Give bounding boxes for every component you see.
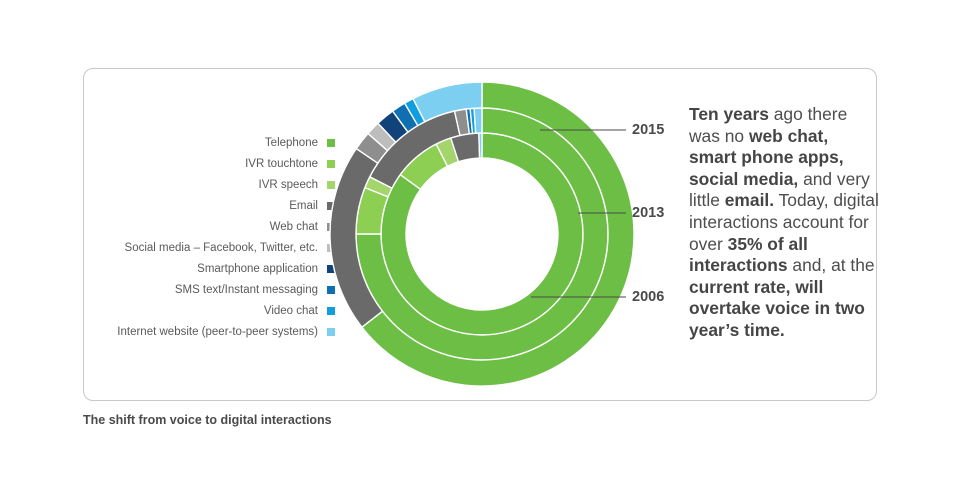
legend-label: Telephone (264, 136, 318, 149)
legend-item: IVR touchtone (95, 153, 335, 174)
ring-label-2006: 2006 (632, 289, 665, 305)
chart-caption: The shift from voice to digital interact… (83, 413, 332, 427)
legend-label: IVR touchtone (245, 157, 318, 170)
paragraph-emphasis: Ten years (689, 104, 769, 124)
legend-item: Email (95, 195, 335, 216)
legend-label: Email (289, 199, 318, 212)
legend-swatch (327, 328, 335, 337)
chart-frame (83, 68, 877, 401)
legend-swatch (327, 265, 335, 274)
legend-label: Video chat (263, 305, 318, 318)
legend-swatch (327, 159, 335, 168)
legend-label: Internet website (peer-to-peer systems) (117, 326, 318, 339)
ring-label-leaders (531, 129, 626, 298)
legend-label: SMS text/Instant messaging (174, 284, 318, 297)
paragraph-emphasis: 35% of all interactions (689, 233, 808, 276)
ring-label-2015: 2015 (632, 122, 665, 138)
paragraph-text: and very little (689, 168, 870, 211)
legend-item: Internet website (peer-to-peer systems) (95, 322, 335, 343)
paragraph-emphasis: email. (724, 190, 775, 211)
paragraph-text: and, at the (787, 255, 875, 276)
summary-paragraph: Ten years ago there was no web chat, sma… (689, 104, 879, 342)
legend-label: Smartphone application (197, 263, 318, 276)
legend-label: Web chat (269, 220, 318, 233)
legend-swatch (327, 138, 335, 147)
legend-item: Smartphone application (95, 259, 335, 280)
legend-item: SMS text/Instant messaging (95, 280, 335, 301)
legend-item: Telephone (95, 132, 335, 153)
slice-2015 (360, 81, 635, 387)
legend-swatch (327, 180, 335, 189)
legend-swatch (327, 201, 335, 210)
ring-label-2013: 2013 (632, 205, 665, 221)
legend-label: Social media – Facebook, Twitter, etc. (124, 242, 318, 255)
donut-rings (329, 81, 635, 387)
legend-label: IVR speech (258, 178, 318, 191)
slice-2013 (473, 107, 483, 134)
slice-2006 (478, 132, 483, 159)
paragraph-text: Today, digital interactions account for … (689, 190, 879, 254)
paragraph-emphasis: web chat, smart phone apps, social media… (689, 125, 844, 189)
legend-item: IVR speech (95, 174, 335, 195)
legend-swatch (327, 286, 335, 295)
legend-swatch (327, 307, 335, 316)
paragraph-text: ago there was no (689, 104, 848, 146)
legend-item: Video chat (95, 301, 335, 322)
slice-2015 (412, 81, 483, 123)
paragraph-emphasis: current rate, will overtake voice in two… (689, 276, 865, 340)
